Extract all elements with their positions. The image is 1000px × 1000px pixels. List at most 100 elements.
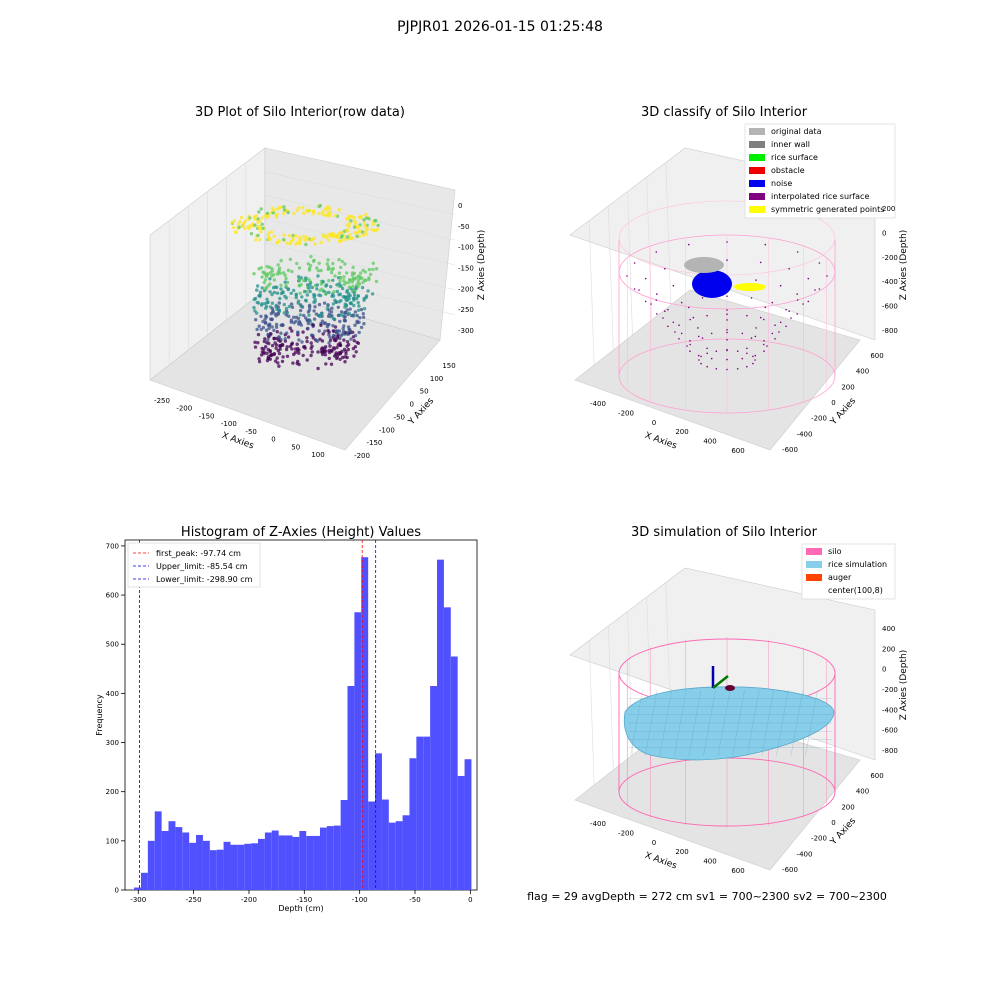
raw-point	[253, 223, 257, 227]
raw-point	[310, 333, 314, 337]
classify-point	[726, 329, 728, 331]
classify-point	[774, 324, 776, 327]
classify-point	[644, 277, 647, 280]
raw-point	[271, 211, 275, 215]
raw-point	[340, 286, 345, 291]
histogram-bar	[326, 826, 334, 890]
raw-point	[356, 294, 360, 298]
raw-point	[275, 240, 279, 245]
raw-point	[309, 254, 313, 259]
raw-point	[312, 309, 316, 313]
histogram-y-ticks: 0 100 200 300 400 500 600 700	[106, 542, 125, 895]
raw-point	[272, 234, 276, 238]
raw-point	[260, 350, 264, 354]
classify-wire-lines	[618, 236, 836, 412]
raw-point	[348, 307, 352, 311]
raw-point	[356, 308, 361, 312]
raw-point	[327, 312, 332, 316]
raw-point	[256, 233, 260, 238]
sim-legend-swatch	[806, 574, 822, 581]
cls-y-tick-label: 400	[856, 368, 869, 376]
raw-point	[336, 313, 341, 318]
raw-point	[354, 350, 358, 354]
grid-line	[588, 640, 595, 786]
raw-point	[270, 343, 275, 348]
raw-point	[318, 314, 322, 319]
raw-point	[342, 275, 346, 279]
raw-point	[272, 328, 276, 332]
raw-point	[270, 352, 274, 357]
raw-point	[316, 274, 320, 278]
histogram-bar	[285, 835, 293, 890]
raw-point	[315, 287, 319, 291]
raw-point	[326, 322, 330, 327]
histogram-legend-label: Lower_limit: -298.90 cm	[156, 575, 253, 584]
raw-point	[290, 305, 295, 309]
raw-point	[252, 272, 256, 276]
histogram-bar	[354, 612, 362, 890]
raw-point	[303, 289, 307, 294]
classify-point	[701, 297, 704, 299]
raw-point	[342, 279, 346, 283]
raw-point	[302, 313, 306, 318]
raw-point	[337, 271, 342, 275]
raw-point	[282, 311, 286, 315]
raw-point	[357, 225, 361, 229]
raw-point	[371, 261, 375, 265]
raw-point	[268, 282, 272, 286]
raw-point	[308, 208, 312, 213]
raw-point	[319, 311, 323, 316]
sim-legend-label: center(100,8)	[828, 586, 883, 595]
raw-point	[296, 359, 300, 364]
classify-x-label: X Axies	[643, 431, 678, 452]
classify-point	[746, 347, 748, 350]
raw-point	[283, 280, 287, 284]
raw-point	[347, 285, 352, 289]
raw-point	[344, 352, 348, 356]
raw-point	[267, 236, 272, 241]
raw-point	[277, 351, 282, 356]
raw-point	[262, 347, 266, 351]
raw-point	[258, 226, 262, 231]
raw-point	[349, 219, 353, 223]
classify-point	[664, 268, 666, 270]
sim-z-tick-label: -600	[882, 727, 898, 735]
raw-point	[351, 265, 355, 270]
histogram-x-tick-label: -150	[296, 896, 312, 904]
raw-point	[274, 325, 279, 329]
cls-x-tick-label: -200	[618, 409, 634, 417]
cls-y-tick-label: 0	[831, 399, 835, 407]
histogram-bar	[416, 736, 424, 890]
raw-point	[355, 296, 359, 301]
classify-point	[771, 332, 774, 335]
raw-3d-box	[149, 147, 456, 451]
raw-point	[308, 289, 312, 294]
raw-point	[349, 337, 353, 341]
raw-point	[307, 268, 312, 272]
classify-point	[655, 251, 658, 253]
raw-point	[317, 329, 321, 333]
raw-point	[335, 289, 339, 294]
raw-point	[313, 300, 317, 304]
raw-point	[269, 332, 273, 336]
raw-x-tick-label: 50	[291, 443, 300, 451]
raw-y-tick-label: 0	[409, 401, 413, 409]
raw-point	[342, 324, 346, 328]
raw-point	[280, 359, 285, 364]
classify-point	[752, 355, 754, 358]
raw-point	[249, 232, 254, 236]
raw-point	[265, 351, 269, 355]
classify-point	[764, 243, 767, 246]
histogram-bar	[209, 850, 217, 890]
raw-point	[316, 269, 321, 273]
classify-point	[672, 321, 675, 324]
raw-point	[292, 211, 296, 216]
raw-point	[319, 323, 323, 327]
raw-point	[317, 293, 321, 297]
raw-point	[344, 298, 348, 302]
classify-legend-label: inner wall	[771, 140, 810, 149]
raw-y-tick-label: -150	[366, 439, 382, 447]
classify-point	[763, 343, 765, 346]
classify-point	[626, 275, 628, 277]
histogram-y-tick-label: 400	[106, 690, 119, 698]
